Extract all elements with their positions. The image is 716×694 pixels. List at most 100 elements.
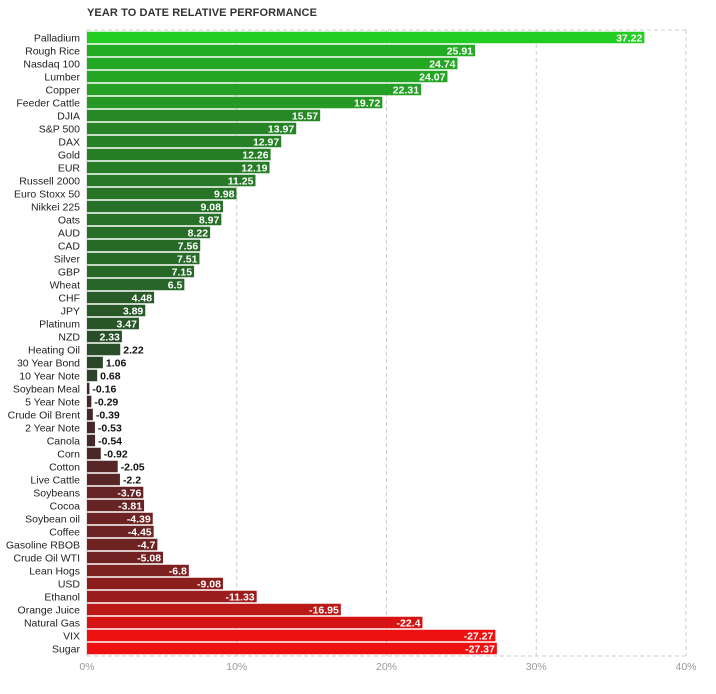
- bar: [87, 304, 146, 317]
- category-label: Nikkei 225: [31, 201, 80, 213]
- bar: [87, 226, 211, 239]
- value-label: 24.74: [429, 58, 455, 70]
- x-axis-ticks: 0% 10% 20% 30% 40%: [79, 661, 696, 673]
- value-label: -0.29: [94, 396, 118, 408]
- category-label: Copper: [46, 84, 81, 96]
- bar: [87, 616, 423, 629]
- x-tick-label: 10%: [226, 661, 247, 673]
- x-tick-label: 30%: [526, 661, 547, 673]
- category-label: Euro Stoxx 50: [14, 188, 80, 200]
- value-label: -9.08: [197, 578, 221, 590]
- value-label: 19.72: [354, 97, 380, 109]
- category-label: NZD: [58, 331, 80, 343]
- x-tick-label: 40%: [675, 661, 696, 673]
- chart-title: YEAR TO DATE RELATIVE PERFORMANCE: [87, 7, 318, 19]
- bar: [87, 408, 93, 421]
- value-label: -0.16: [92, 383, 116, 395]
- category-label: JPY: [61, 305, 80, 317]
- value-label: -6.8: [169, 565, 187, 577]
- category-label: DJIA: [57, 110, 80, 122]
- bar: [87, 590, 257, 603]
- bar: [87, 603, 341, 616]
- value-label: -16.95: [309, 604, 339, 616]
- category-label: Gold: [58, 149, 80, 161]
- bar: [87, 135, 282, 148]
- bar: [87, 330, 122, 343]
- bar: [87, 486, 144, 499]
- bar: [87, 252, 200, 265]
- bar: [87, 395, 92, 408]
- bar: [87, 460, 118, 473]
- bar: [87, 538, 158, 551]
- category-label: Ethanol: [44, 591, 80, 603]
- bar: [87, 369, 98, 382]
- bar: [87, 447, 101, 460]
- category-label: Russell 2000: [19, 175, 80, 187]
- value-label: 12.97: [253, 136, 279, 148]
- bar: [87, 31, 645, 44]
- value-label: 25.91: [447, 45, 473, 57]
- category-label: Cocoa: [50, 500, 81, 512]
- category-label: AUD: [58, 227, 81, 239]
- value-label: 7.51: [177, 253, 198, 265]
- category-label: Canola: [47, 435, 80, 447]
- bar: [87, 629, 496, 642]
- value-label: -5.08: [137, 552, 161, 564]
- bar: [87, 421, 95, 434]
- category-label: 30 Year Bond: [17, 357, 80, 369]
- category-label: VIX: [63, 630, 80, 642]
- value-label: 0.68: [100, 370, 121, 382]
- bar: [87, 499, 145, 512]
- bar: [87, 317, 139, 330]
- bar: [87, 278, 185, 291]
- bar: [87, 343, 121, 356]
- value-label: 2.33: [99, 331, 120, 343]
- category-label: Natural Gas: [24, 617, 80, 629]
- value-label: 4.48: [132, 292, 153, 304]
- bar: [87, 44, 476, 57]
- value-label: 8.97: [199, 214, 220, 226]
- value-label: -0.53: [98, 422, 122, 434]
- grid-layer: [86, 29, 687, 657]
- bar: [87, 200, 223, 213]
- bar: [87, 551, 164, 564]
- value-label: 7.56: [178, 240, 199, 252]
- category-label: Crude Oil Brent: [8, 409, 80, 421]
- category-label: CHF: [58, 292, 80, 304]
- bar: [87, 148, 271, 161]
- category-label: EUR: [58, 162, 81, 174]
- category-label: Rough Rice: [25, 45, 80, 57]
- category-label: Corn: [57, 448, 80, 460]
- value-label: -0.92: [104, 448, 128, 460]
- bars-layer: [87, 31, 645, 655]
- bar: [87, 187, 237, 200]
- bar: [87, 564, 189, 577]
- category-label: Orange Juice: [18, 604, 81, 616]
- bar: [87, 265, 195, 278]
- category-label: Soybeans: [33, 487, 80, 499]
- bar: [87, 291, 155, 304]
- category-label: DAX: [58, 136, 80, 148]
- category-label: Feeder Cattle: [16, 97, 80, 109]
- value-label: 22.31: [393, 84, 419, 96]
- value-label: 3.89: [123, 305, 144, 317]
- value-label: -4.45: [128, 526, 152, 538]
- bar: [87, 109, 321, 122]
- bar: [87, 239, 201, 252]
- category-label: Coffee: [49, 526, 80, 538]
- bar: [87, 356, 103, 369]
- value-label: -4.39: [127, 513, 151, 525]
- category-label: Sugar: [52, 643, 81, 655]
- category-label: Soybean Meal: [13, 383, 80, 395]
- value-label: 1.06: [106, 357, 127, 369]
- category-label: Lean Hogs: [29, 565, 80, 577]
- category-label: Wheat: [50, 279, 80, 291]
- bar: [87, 434, 96, 447]
- value-label: 24.07: [419, 71, 445, 83]
- value-label: 7.15: [172, 266, 193, 278]
- category-label: Soybean oil: [25, 513, 80, 525]
- bar: [87, 122, 297, 135]
- value-label: 12.19: [241, 162, 267, 174]
- value-label: 9.08: [201, 201, 222, 213]
